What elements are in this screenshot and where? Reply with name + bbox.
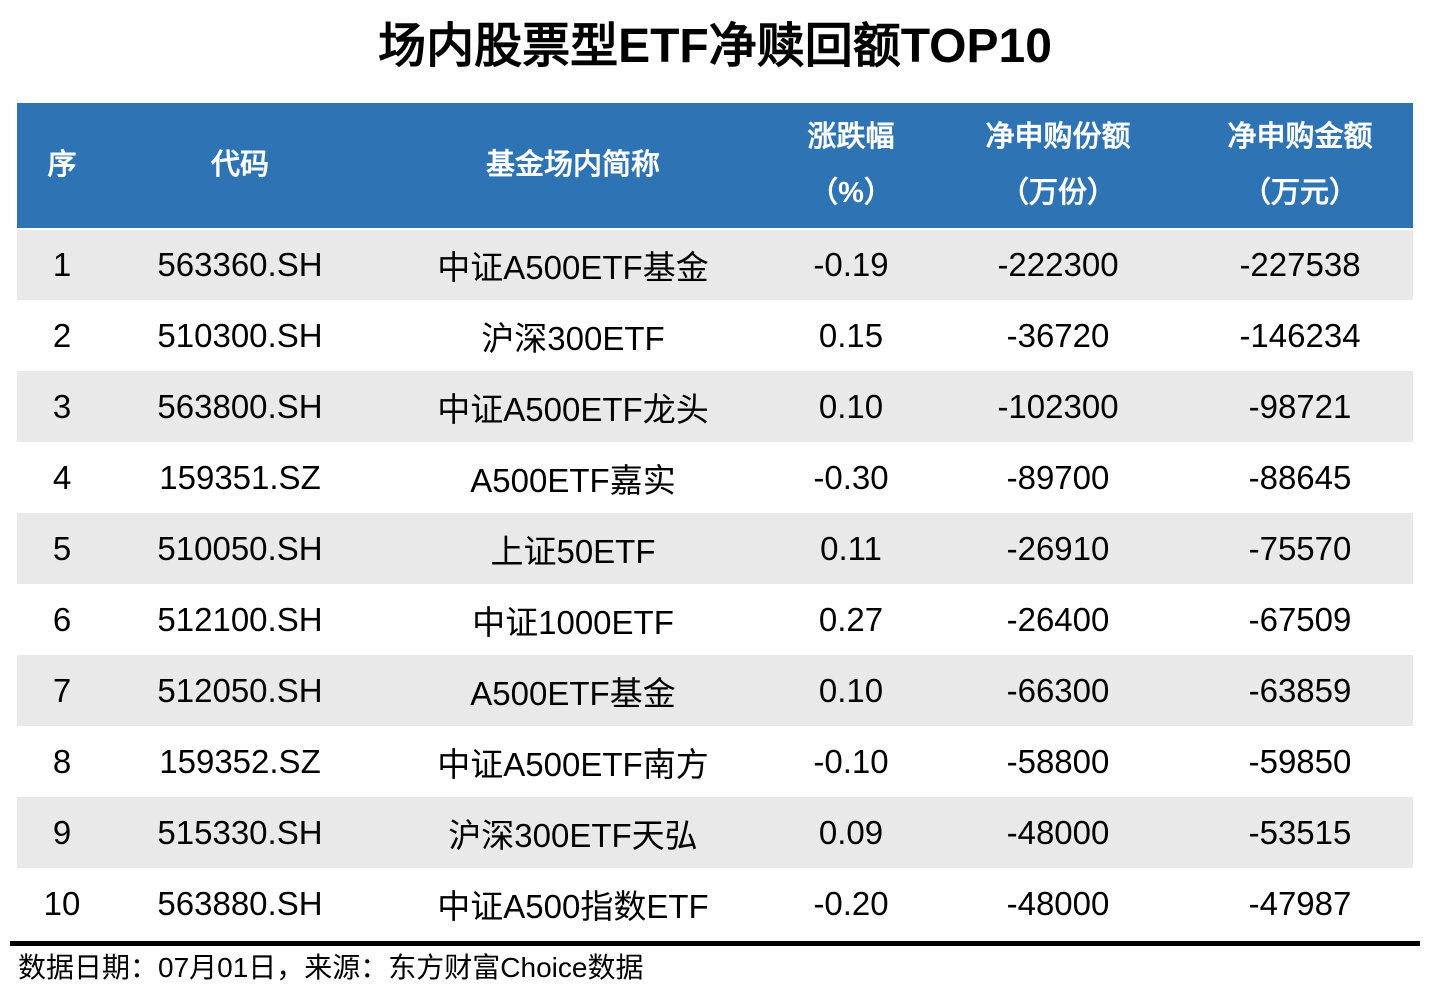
cell-fund-name: 中证A500ETF龙头 <box>437 390 709 428</box>
data-source-note: 数据日期：07月01日，来源：东方财富Choice数据 <box>18 952 644 983</box>
cell-fund-name: A500ETF嘉实 <box>470 461 676 499</box>
cell-code: 512100.SH <box>157 600 323 638</box>
cell-code: 563360.SH <box>157 246 323 283</box>
cell-rank: 5 <box>52 529 72 567</box>
header-net-shares: 净申购份额 （万份） <box>929 103 1187 230</box>
cell-rank: 4 <box>52 458 72 496</box>
cell-net-amount: -53515 <box>1248 813 1352 851</box>
page-title: 场内股票型ETF净赎回额TOP10 <box>378 20 1052 73</box>
header-net-shares-unit: （万份） <box>999 176 1116 209</box>
header-fund-name: 基金场内简称 <box>373 103 773 230</box>
cell-change-pct: 0.09 <box>818 813 884 851</box>
cell-net-amount: -88645 <box>1248 458 1352 496</box>
cell-fund-name: 沪深300ETF <box>481 319 665 357</box>
cell-net-shares: -89700 <box>1006 458 1110 496</box>
cell-net-amount: -47987 <box>1248 884 1352 922</box>
table-row: 4 159351.SZ A500ETF嘉实 -0.30 -89700 -8864… <box>17 442 1413 513</box>
cell-fund-name: 沪深300ETF天弘 <box>448 816 698 854</box>
cell-code: 510050.SH <box>157 529 323 567</box>
cell-net-amount: -75570 <box>1248 529 1352 567</box>
cell-net-shares: -48000 <box>1006 813 1110 851</box>
header-change-pct-unit: （%） <box>809 176 893 209</box>
header-net-amount-label: 净申购金额 <box>1227 121 1373 154</box>
cell-net-shares: -222300 <box>997 246 1119 283</box>
header-code: 代码 <box>107 103 373 230</box>
cell-rank: 1 <box>52 246 72 283</box>
header-rank: 序 <box>17 103 107 230</box>
table-row: 8 159352.SZ 中证A500ETF南方 -0.10 -58800 -59… <box>17 726 1413 797</box>
cell-code: 159352.SZ <box>159 742 321 780</box>
table-header: 序 代码 基金场内简称 涨跌幅 （%） 净申购份额 （万份） 净申购金额 （万元） <box>17 103 1413 230</box>
cell-net-shares: -66300 <box>1006 671 1110 709</box>
cell-code: 515330.SH <box>157 813 323 851</box>
footer-divider <box>10 941 1420 946</box>
cell-rank: 2 <box>52 316 72 354</box>
header-change-pct-label: 涨跌幅 <box>807 121 895 154</box>
cell-change-pct: 0.10 <box>818 387 884 425</box>
table-row: 2 510300.SH 沪深300ETF 0.15 -36720 -146234 <box>17 300 1413 371</box>
cell-fund-name: 中证A500ETF南方 <box>437 745 709 783</box>
table-row: 7 512050.SH A500ETF基金 0.10 -66300 -63859 <box>17 655 1413 726</box>
cell-net-shares: -58800 <box>1006 742 1110 780</box>
cell-fund-name: 中证A500指数ETF <box>437 887 709 925</box>
header-net-shares-label: 净申购份额 <box>985 121 1131 154</box>
cell-rank: 10 <box>43 884 81 922</box>
header-row: 序 代码 基金场内简称 涨跌幅 （%） 净申购份额 （万份） 净申购金额 （万元） <box>17 103 1413 230</box>
cell-code: 510300.SH <box>157 316 323 354</box>
cell-change-pct: -0.30 <box>813 458 889 496</box>
cell-net-shares: -26400 <box>1006 600 1110 638</box>
cell-net-amount: -63859 <box>1248 671 1352 709</box>
cell-change-pct: -0.20 <box>813 884 889 922</box>
cell-change-pct: -0.19 <box>813 246 889 283</box>
cell-fund-name: A500ETF基金 <box>470 674 676 712</box>
cell-net-shares: -102300 <box>997 387 1119 425</box>
cell-rank: 9 <box>52 813 72 851</box>
cell-net-shares: -26910 <box>1006 529 1110 567</box>
cell-net-amount: -67509 <box>1248 600 1352 638</box>
cell-net-amount: -227538 <box>1239 246 1361 283</box>
cell-rank: 7 <box>52 671 72 709</box>
cell-change-pct: 0.10 <box>818 671 884 709</box>
table-row: 3 563800.SH 中证A500ETF龙头 0.10 -102300 -98… <box>17 371 1413 442</box>
cell-rank: 3 <box>52 387 72 425</box>
table-row: 9 515330.SH 沪深300ETF天弘 0.09 -48000 -5351… <box>17 797 1413 868</box>
cell-change-pct: 0.15 <box>818 316 884 354</box>
cell-change-pct: -0.10 <box>813 742 889 780</box>
cell-net-shares: -36720 <box>1006 316 1110 354</box>
header-net-amount-unit: （万元） <box>1241 176 1358 209</box>
header-change-pct: 涨跌幅 （%） <box>773 103 929 230</box>
header-net-amount: 净申购金额 （万元） <box>1187 103 1413 230</box>
cell-change-pct: 0.11 <box>820 529 882 567</box>
table-row: 5 510050.SH 上证50ETF 0.11 -26910 -75570 <box>17 513 1413 584</box>
etf-redemption-table: 序 代码 基金场内简称 涨跌幅 （%） 净申购份额 （万份） 净申购金额 （万元） 1… <box>17 103 1413 939</box>
cell-code: 563800.SH <box>157 387 323 425</box>
table-row: 6 512100.SH 中证1000ETF 0.27 -26400 -67509 <box>17 584 1413 655</box>
cell-net-shares: -48000 <box>1006 884 1110 922</box>
cell-rank: 6 <box>52 600 72 638</box>
cell-net-amount: -98721 <box>1248 387 1352 425</box>
table-body: 1 563360.SH 中证A500ETF基金 -0.19 -222300 -2… <box>17 229 1413 939</box>
cell-rank: 8 <box>52 742 72 780</box>
cell-code: 563880.SH <box>157 884 323 922</box>
header-code-label: 代码 <box>210 148 269 181</box>
cell-fund-name: 上证50ETF <box>490 532 656 570</box>
table-row: 10 563880.SH 中证A500指数ETF -0.20 -48000 -4… <box>17 868 1413 939</box>
table-row: 1 563360.SH 中证A500ETF基金 -0.19 -222300 -2… <box>17 229 1413 300</box>
cell-code: 512050.SH <box>157 671 323 709</box>
header-rank-label: 序 <box>47 148 77 181</box>
cell-net-amount: -146234 <box>1239 316 1361 354</box>
cell-fund-name: 中证A500ETF基金 <box>437 249 709 286</box>
cell-fund-name: 中证1000ETF <box>472 603 674 641</box>
cell-code: 159351.SZ <box>159 458 321 496</box>
header-fund-name-label: 基金场内简称 <box>485 148 660 181</box>
cell-change-pct: 0.27 <box>818 600 884 638</box>
cell-net-amount: -59850 <box>1248 742 1352 780</box>
